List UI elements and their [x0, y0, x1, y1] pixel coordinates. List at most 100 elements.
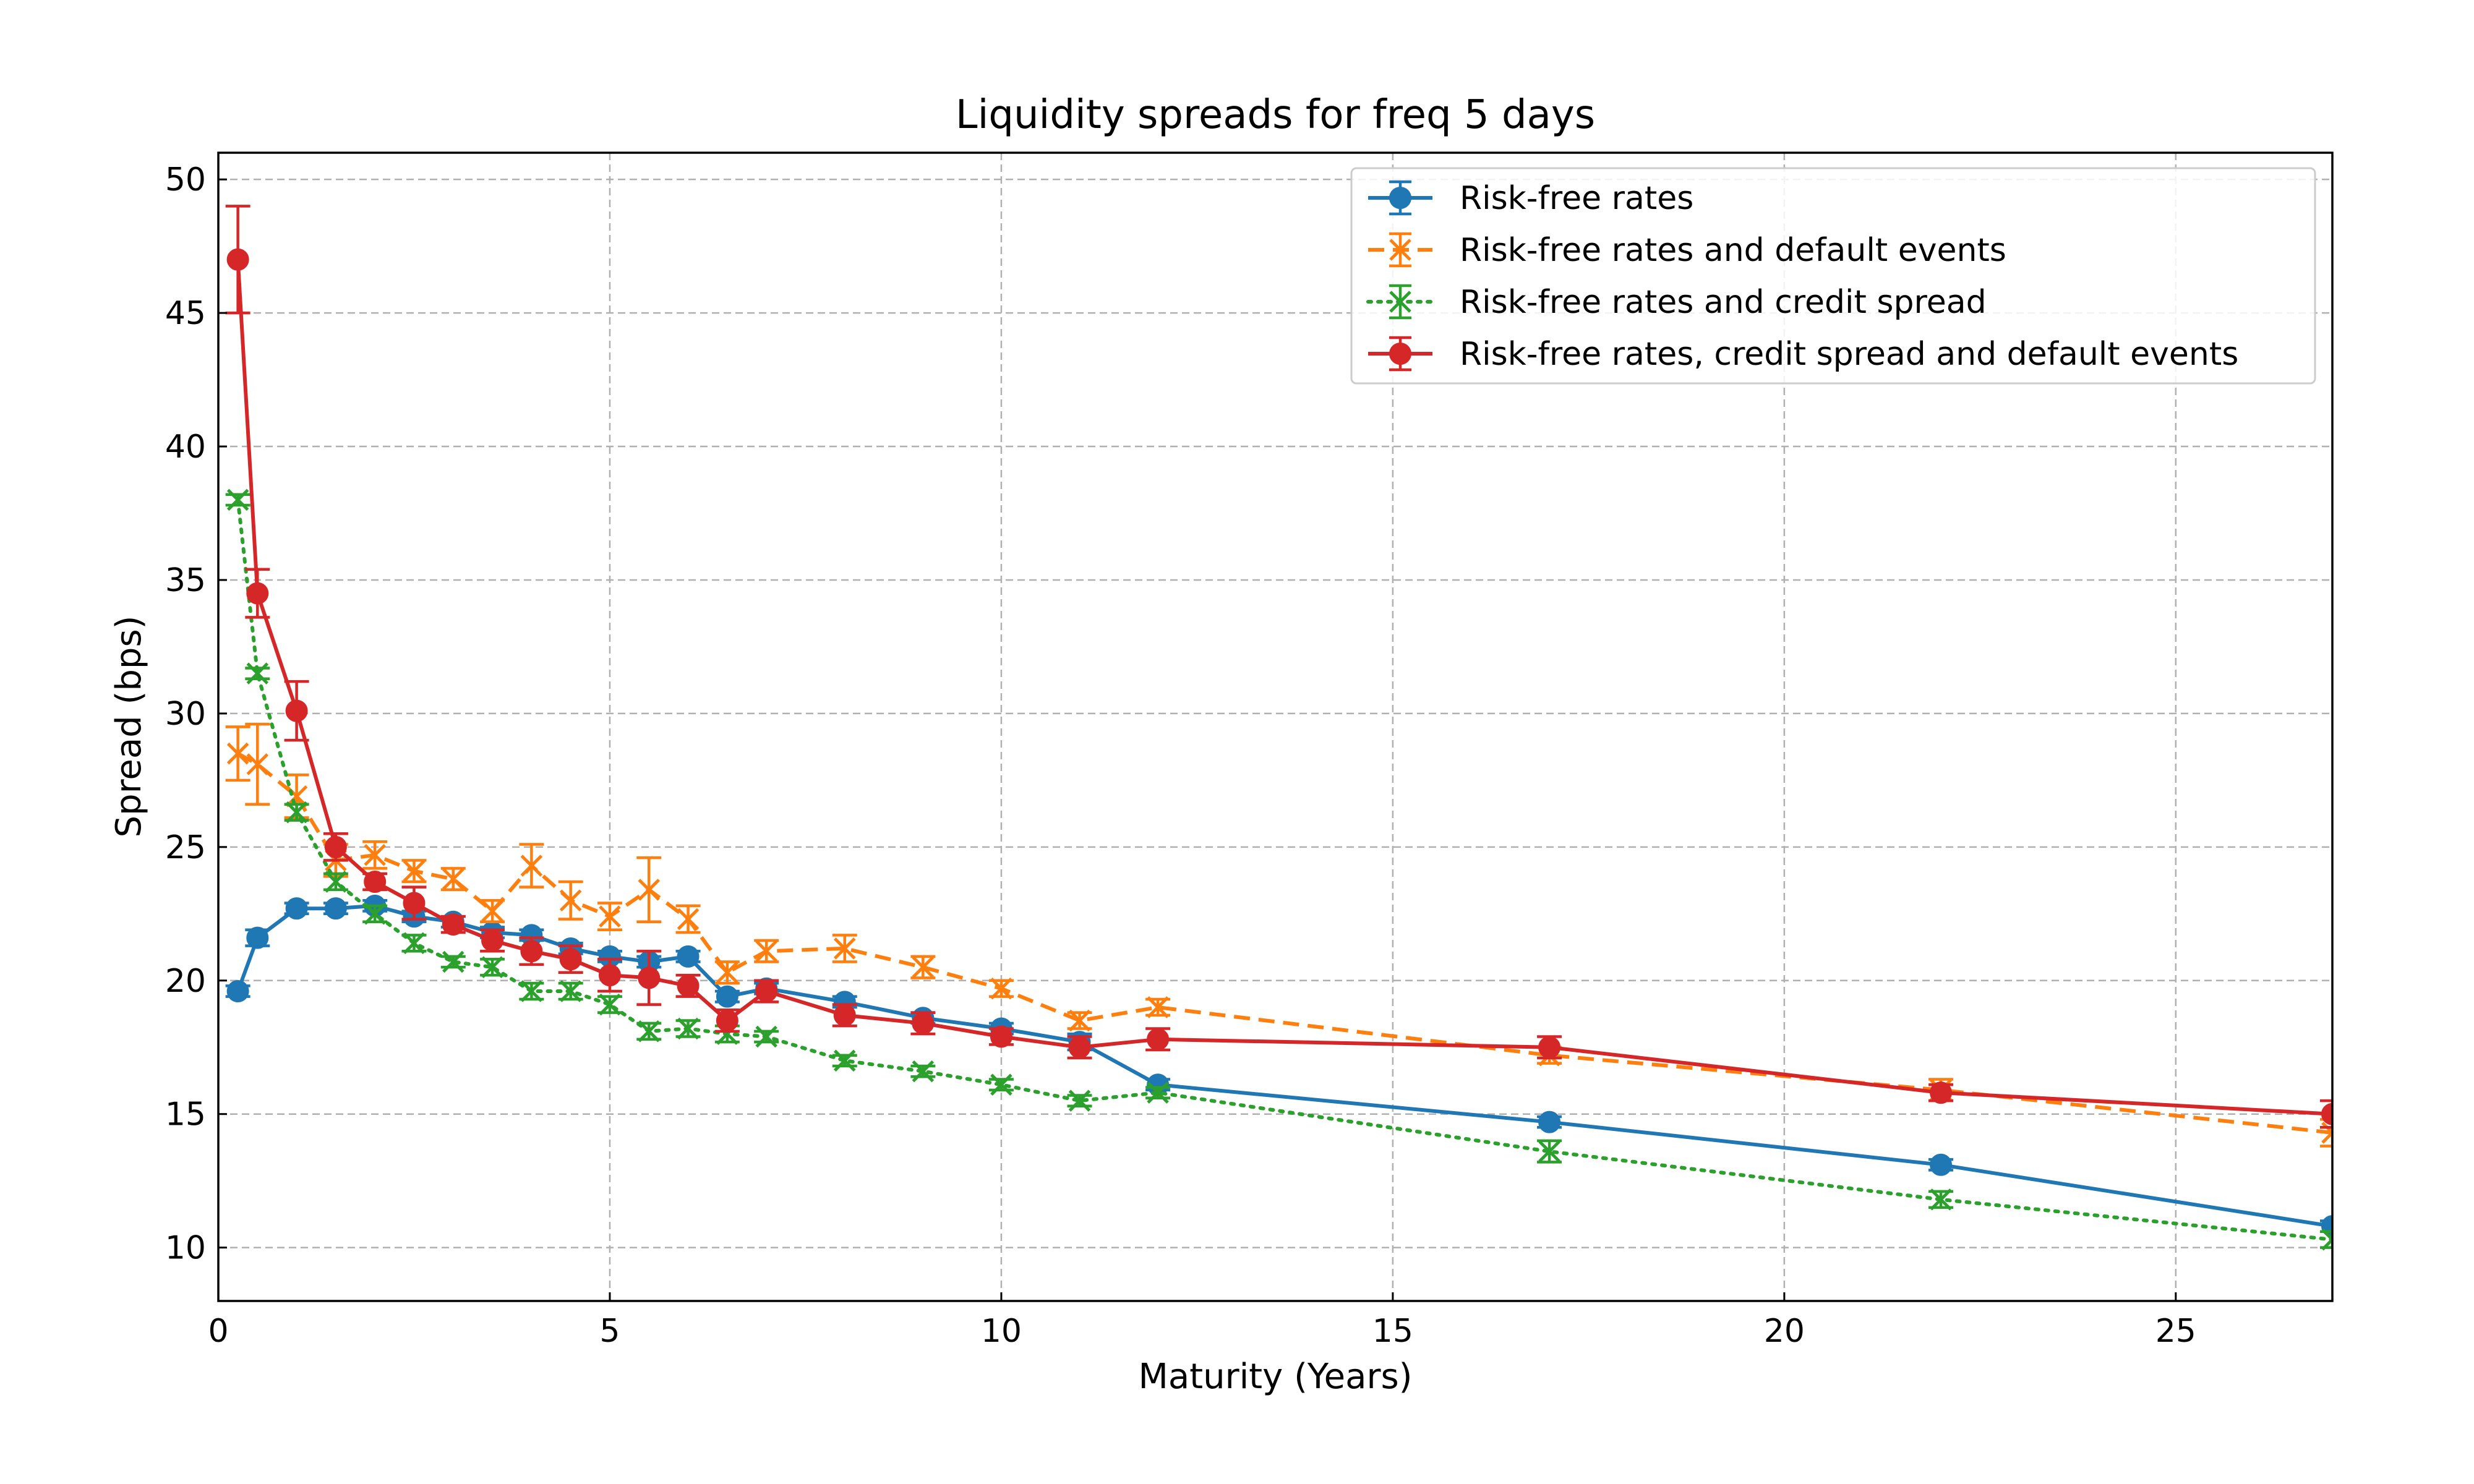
data-point [403, 932, 426, 955]
data-point [324, 835, 347, 858]
data-point [990, 1025, 1012, 1048]
data-point [246, 662, 269, 684]
x-tick-label: 10 [981, 1313, 1022, 1350]
data-point [2321, 1228, 2332, 1251]
data-point [1538, 1140, 1560, 1162]
series-3 [225, 488, 2332, 1251]
data-point [833, 1004, 856, 1026]
y-tick-label: 20 [165, 963, 206, 1000]
data-point [226, 742, 249, 765]
y-tick-label: 35 [165, 562, 206, 599]
data-point [716, 1009, 738, 1032]
data-point [403, 892, 426, 915]
data-point [285, 699, 308, 722]
data-point [912, 1012, 935, 1034]
data-point [285, 801, 308, 824]
data-point [559, 980, 582, 1002]
legend-item-3: Risk-free rates and credit spread [1366, 284, 1987, 321]
data-point [246, 926, 269, 949]
data-point [716, 985, 738, 1008]
data-point [1930, 1081, 1953, 1104]
data-point [1147, 996, 1169, 1018]
y-axis-label: Spread (bps) [109, 616, 149, 838]
data-point [246, 753, 269, 775]
data-point [833, 1049, 856, 1072]
plot-frame [217, 151, 2334, 1302]
data-point [1068, 1036, 1091, 1059]
x-tick-label: 15 [1372, 1313, 1413, 1350]
legend-item-1: Risk-free rates [1368, 180, 1693, 217]
data-point [716, 962, 738, 984]
legend-label: Risk-free rates and credit spread [1460, 284, 1987, 321]
data-point [285, 897, 308, 920]
data-point [990, 977, 1012, 1000]
data-point [481, 900, 503, 923]
data-point [442, 950, 464, 973]
data-point [442, 913, 464, 936]
data-point [990, 1073, 1012, 1096]
legend-label: Risk-free rates, credit spread and defau… [1460, 336, 2238, 373]
data-point [677, 908, 700, 931]
data-point [324, 897, 347, 920]
data-point [677, 974, 700, 997]
legend-label: Risk-free rates and default events [1460, 232, 2006, 269]
x-tick-label: 20 [1764, 1313, 1805, 1350]
y-tick-label: 50 [165, 161, 206, 198]
data-point [912, 1060, 935, 1083]
data-point [246, 582, 269, 605]
data-point [325, 871, 347, 893]
legend-swatch-marker [1389, 187, 1411, 209]
data-point [638, 966, 661, 989]
data-point [833, 937, 856, 960]
data-point [598, 964, 621, 987]
data-point [755, 980, 778, 1003]
data-point [638, 879, 661, 901]
data-point [226, 980, 249, 1003]
data-point [1068, 1090, 1091, 1112]
data-point [559, 948, 582, 971]
legend-item-2: Risk-free rates and default events [1368, 232, 2006, 269]
legend-item-4: Risk-free rates, credit spread and defau… [1368, 336, 2238, 373]
y-tick-label: 45 [165, 295, 206, 332]
data-point [638, 1020, 661, 1043]
axis-ticks: 0 5 10 15 20 25 10 15 20 25 30 35 40 45 50 [165, 161, 2196, 1350]
data-point [677, 945, 700, 968]
y-tick-label: 10 [165, 1230, 206, 1267]
data-point [520, 855, 543, 877]
data-point [364, 903, 386, 925]
x-tick-label: 5 [599, 1313, 620, 1350]
legend-swatch-marker [1389, 239, 1411, 261]
data-point [520, 940, 543, 963]
series-4 [225, 205, 2332, 1129]
data-point [226, 248, 249, 271]
data-point [442, 868, 464, 890]
legend-box [1350, 167, 2316, 385]
data-point [912, 956, 935, 978]
legend-swatch-marker [1389, 343, 1411, 365]
data-point [1147, 1081, 1169, 1104]
data-point [755, 940, 777, 963]
data-point [559, 889, 582, 911]
x-axis-label: Maturity (Years) [1139, 1357, 1413, 1397]
y-tick-label: 30 [165, 696, 206, 733]
data-point [481, 929, 504, 952]
data-point [599, 905, 621, 927]
data-point [1538, 1036, 1561, 1059]
series-2 [225, 722, 2332, 1148]
data-point [1930, 1153, 1953, 1176]
x-tick-label: 0 [208, 1313, 228, 1350]
data-point [677, 1017, 700, 1040]
data-point [520, 980, 543, 1002]
data-point [1538, 1111, 1561, 1133]
y-tick-label: 40 [165, 429, 206, 466]
data-point [481, 956, 503, 978]
legend-label: Risk-free rates [1460, 180, 1693, 217]
data-point [1068, 1009, 1091, 1032]
legend-swatch-marker [1389, 291, 1411, 313]
data-point [364, 870, 387, 893]
data-point [1147, 1028, 1170, 1051]
data-point [1930, 1188, 1952, 1211]
x-tick-label: 25 [2155, 1313, 2196, 1350]
data-point [599, 993, 621, 1016]
